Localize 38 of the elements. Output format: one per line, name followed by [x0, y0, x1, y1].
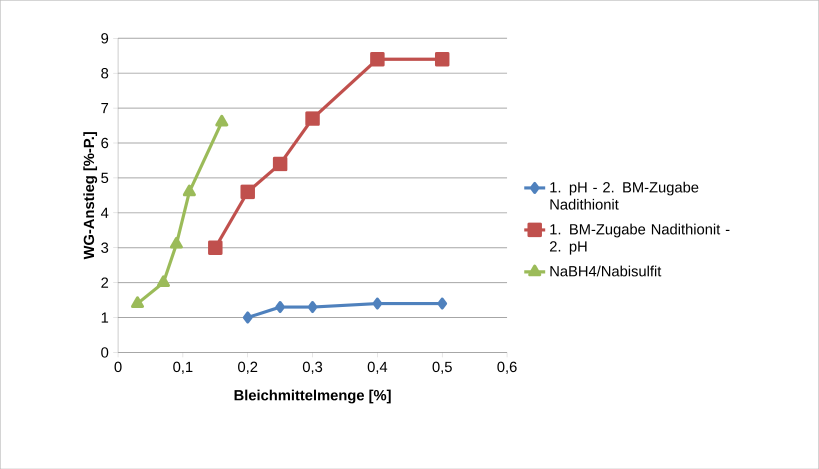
x-tick-label: 0,5: [432, 362, 452, 374]
x-axis-title: Bleichmittelmenge [%]: [234, 390, 391, 404]
y-tick-label: 0: [101, 347, 108, 358]
x-tick-label: 0,2: [238, 362, 258, 374]
legend-label: NaBH4/Nabisulfit: [550, 266, 662, 276]
point: [308, 300, 318, 313]
y-tick-label: 7: [101, 102, 108, 114]
legend-label: 1. BM-Zugabe Nadithionit - 2. pH: [550, 224, 730, 254]
y-axis-title: WG-Anstieg [%-P.]: [83, 132, 98, 260]
y-tick-label: 9: [101, 32, 108, 44]
y-tick-label: 1: [102, 312, 108, 322]
point: [208, 240, 223, 255]
point: [305, 111, 320, 126]
x-tick-label: 0,4: [368, 362, 388, 374]
legend-label: 1. pH - 2. BM-Zugabe Nadithionit: [550, 182, 698, 210]
point: [275, 300, 286, 313]
point: [182, 184, 196, 196]
x-tick-label: 0: [114, 362, 122, 372]
y-tick-label: 2: [101, 277, 108, 288]
point: [156, 275, 170, 287]
y-tick-label: 8: [101, 68, 108, 78]
x-tick-label: 0,6: [497, 362, 517, 374]
y-tick-label: 4: [100, 208, 108, 218]
point: [370, 52, 385, 66]
point: [240, 184, 255, 199]
point: [170, 236, 183, 249]
x-tick-label: 0,1: [173, 362, 192, 374]
point: [272, 156, 288, 172]
point: [215, 114, 228, 126]
point: [242, 311, 253, 324]
x-tick-label: 0,3: [302, 362, 322, 374]
point: [434, 52, 450, 66]
point: [131, 296, 144, 308]
y-tick-label: 6: [101, 138, 108, 148]
y-tick-label: 3: [101, 242, 108, 253]
point: [372, 297, 382, 310]
y-tick-label: 5: [101, 172, 108, 183]
point: [437, 297, 448, 310]
